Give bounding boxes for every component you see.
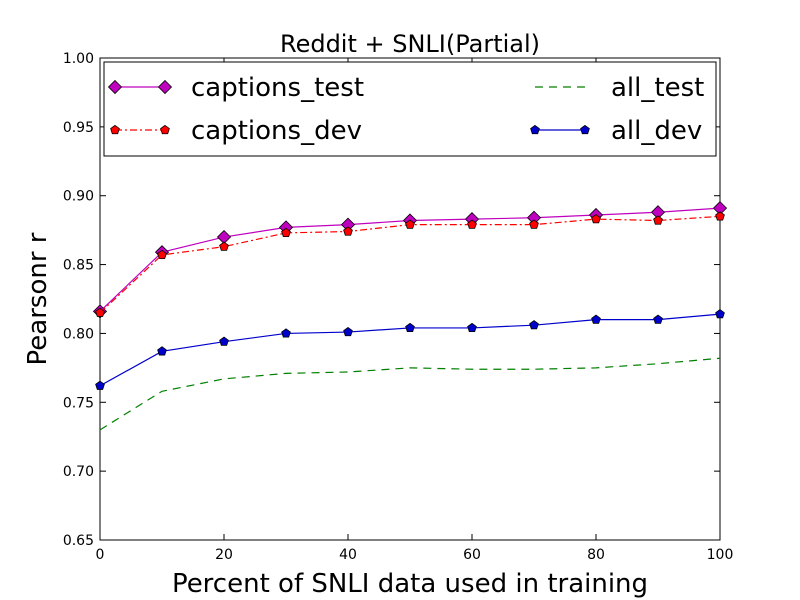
legend-label-all_test: all_test (611, 73, 704, 103)
data-point-captions_dev (157, 249, 167, 260)
series-line-captions_dev (99, 215, 721, 314)
legend: captions_test captions_dev all_test all_dev (103, 61, 717, 157)
y-tick-label: 0.75 (63, 395, 94, 411)
y-axis-title: Pearsonr r (23, 232, 53, 365)
data-point-all_dev (157, 346, 167, 356)
legend-label-captions_test: captions_test (191, 73, 364, 103)
data-point-all_dev (219, 336, 229, 346)
data-point-captions_dev (95, 307, 105, 317)
x-tick-label: 0 (96, 547, 105, 563)
x-tick-label: 100 (707, 547, 734, 563)
data-point-captions_dev (467, 219, 477, 229)
legend-box (103, 61, 717, 157)
data-point-captions_dev (219, 241, 229, 251)
legend-label-captions_dev: captions_dev (191, 116, 362, 146)
y-tick-label: 0.65 (63, 533, 94, 549)
data-point-all_dev (653, 314, 663, 324)
legend-marker-captions_test (157, 79, 173, 95)
x-tick-label: 80 (587, 547, 605, 563)
data-point-all_dev (591, 314, 601, 324)
data-point-all_dev (281, 328, 291, 338)
x-tick-label: 60 (463, 547, 481, 563)
x-tick-label: 20 (215, 547, 233, 563)
legend-marker-captions_test (107, 79, 123, 95)
y-tick-label: 0.70 (63, 464, 94, 480)
legend-marker-captions_dev (110, 124, 120, 135)
y-tick-label: 0.85 (63, 258, 94, 274)
legend-label-all_dev: all_dev (611, 116, 702, 146)
data-point-all_dev (467, 322, 477, 333)
data-point-captions_dev (281, 227, 291, 238)
data-point-captions_dev (653, 215, 663, 225)
data-point-captions_dev (715, 211, 725, 221)
data-point-captions_dev (591, 214, 601, 224)
data-point-all_dev (343, 326, 353, 337)
y-tick-label: 0.95 (63, 120, 94, 136)
y-tick-label: 0.80 (63, 326, 94, 342)
data-point-captions_dev (343, 226, 353, 236)
plot-area (92, 57, 728, 541)
data-point-captions_dev (529, 219, 539, 229)
legend-marker-all_dev (530, 124, 540, 135)
data-point-captions_dev (405, 219, 415, 229)
data-point-all_dev (715, 309, 725, 319)
data-point-all_dev (95, 380, 105, 390)
legend-marker-all_dev (580, 124, 590, 135)
x-tick-label: 40 (339, 547, 357, 563)
y-tick-label: 1.00 (63, 51, 94, 67)
y-tick-label: 0.90 (63, 189, 94, 205)
chart-title: Reddit + SNLI(Partial) (280, 30, 540, 58)
data-point-all_dev (405, 322, 415, 333)
axis-ticks: 0 20 40 60 80 100 0.65 0.70 0.75 0.80 0.85 0.90 0.95… (63, 51, 734, 563)
x-axis-title: Percent of SNLI data used in training (172, 569, 648, 599)
plot-frame (99, 57, 721, 541)
series-line-all_test (99, 357, 721, 431)
data-point-all_dev (529, 320, 539, 330)
legend-marker-captions_dev (160, 124, 170, 135)
